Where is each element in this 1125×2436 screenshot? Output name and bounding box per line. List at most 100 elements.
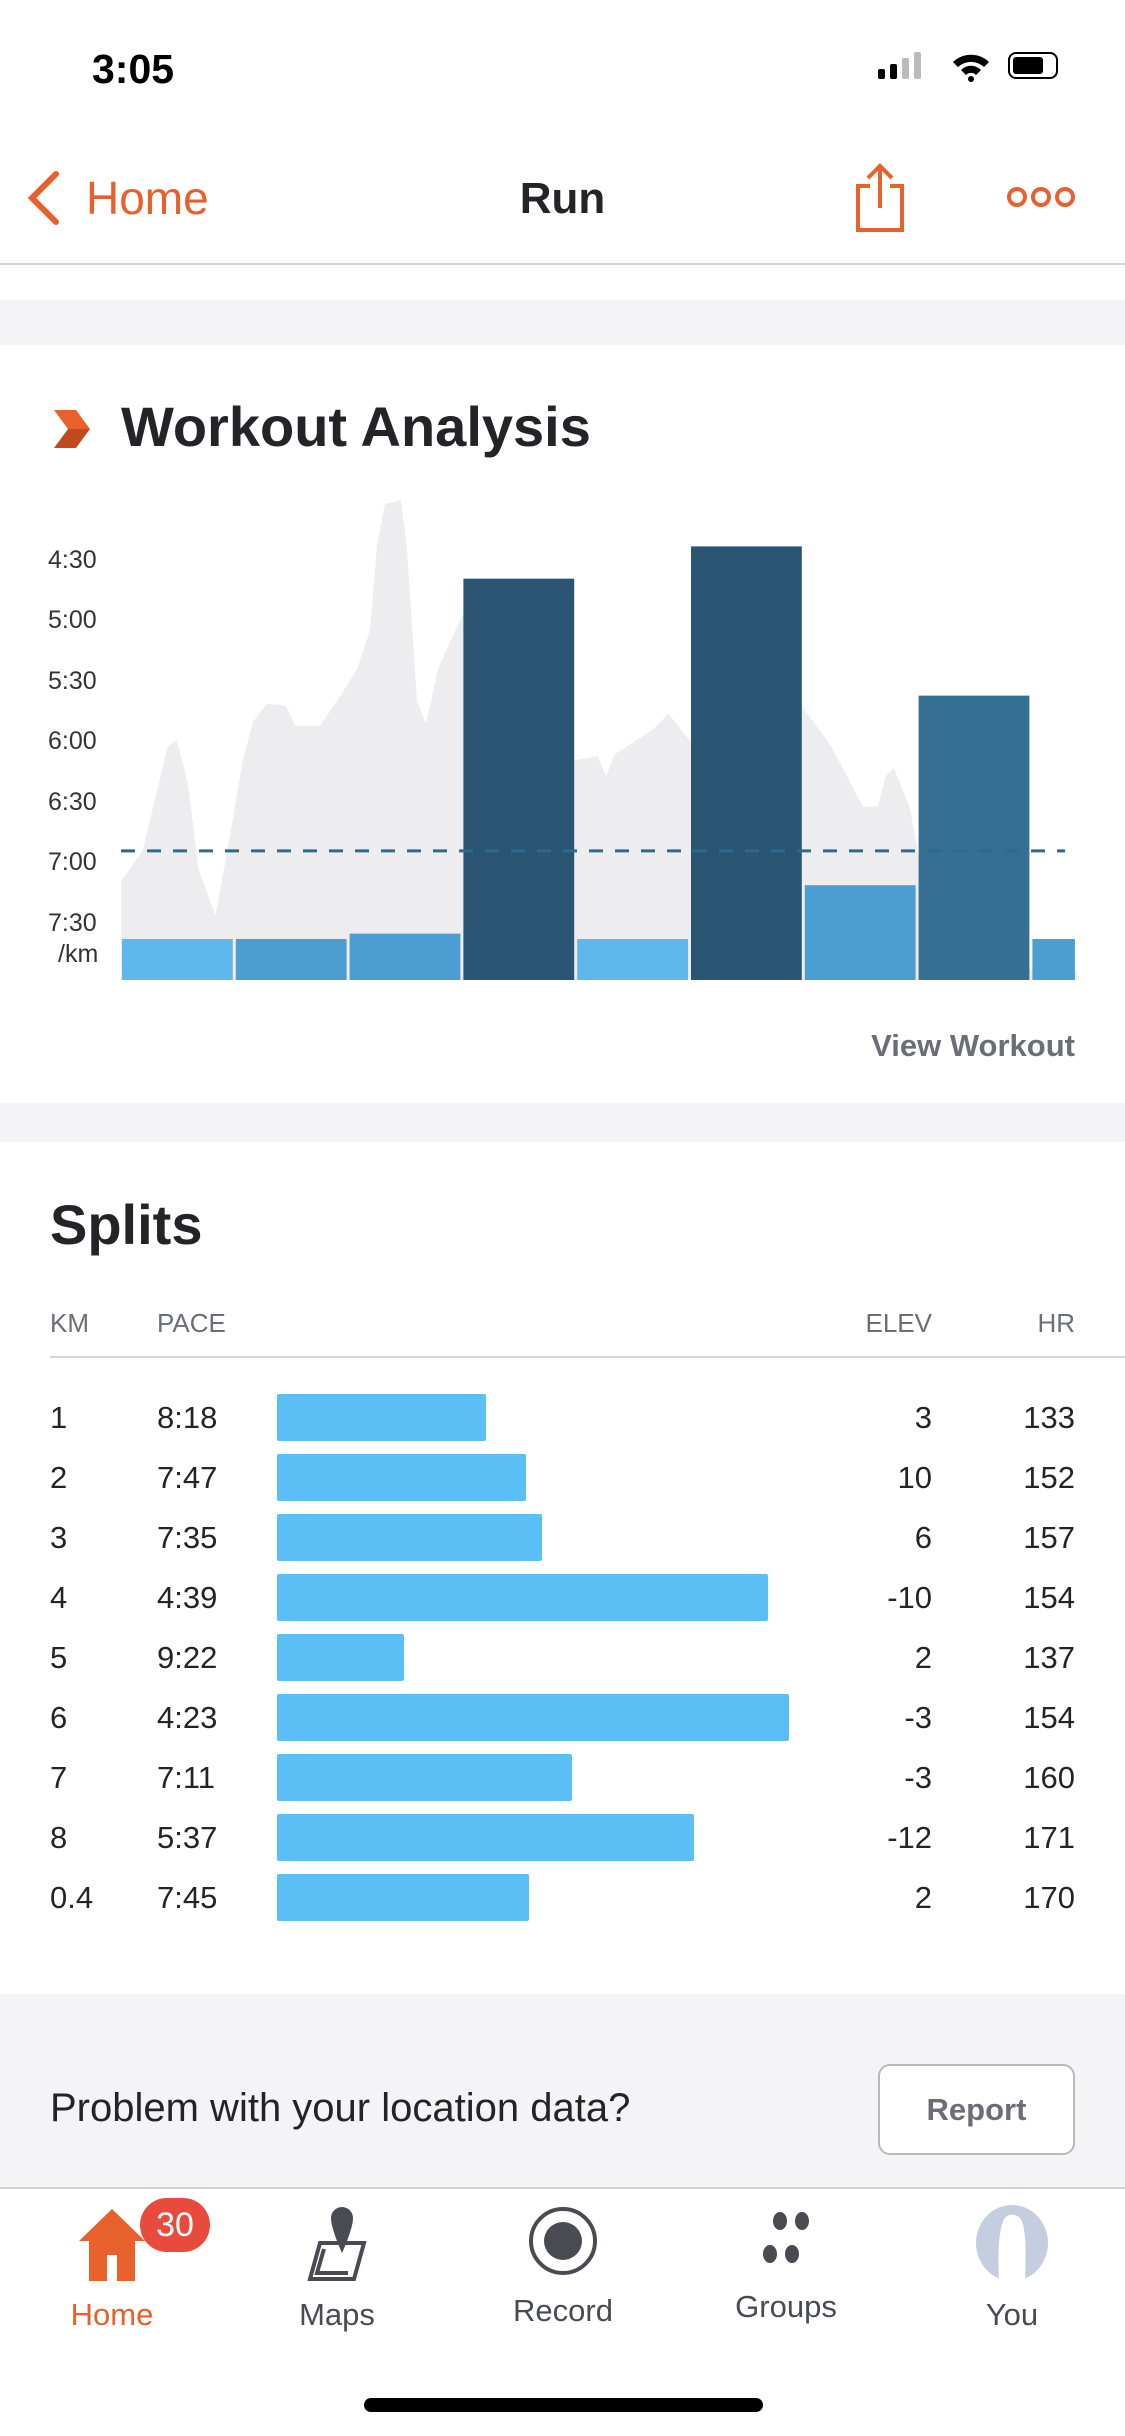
split-elev: -12 — [887, 1820, 932, 1855]
split-hr: 137 — [1023, 1640, 1075, 1675]
more-options-button[interactable] — [1005, 184, 1077, 210]
section-separator — [0, 300, 1125, 345]
back-button[interactable]: Home — [24, 168, 209, 228]
split-km: 6 — [50, 1700, 68, 1735]
split-pace: 8:18 — [157, 1400, 218, 1435]
split-pace: 5:37 — [157, 1820, 218, 1855]
split-elev: 10 — [897, 1460, 932, 1495]
tab-record[interactable]: Record — [463, 2195, 663, 2328]
split-hr: 160 — [1023, 1760, 1075, 1795]
split-km: 3 — [50, 1520, 68, 1555]
split-pace-bar — [277, 1814, 694, 1861]
split-bar-6 — [691, 546, 802, 980]
split-bar-1 — [122, 939, 233, 980]
split-bar-5 — [577, 939, 688, 980]
y-tick-label: 6:00 — [48, 727, 97, 756]
wifi-icon — [953, 54, 989, 82]
split-elev: 3 — [914, 1400, 932, 1435]
split-elev: 2 — [914, 1640, 932, 1675]
groups-icon — [763, 2212, 809, 2263]
split-elev: -3 — [904, 1700, 932, 1735]
chevron-left-icon — [27, 171, 59, 225]
split-pace-bar — [277, 1634, 404, 1681]
y-tick-label: 5:30 — [48, 666, 97, 695]
split-bar-9 — [1032, 939, 1075, 980]
y-tick-label: 6:30 — [48, 787, 97, 816]
tab-label: You — [985, 2297, 1039, 2332]
section-separator — [0, 1103, 1125, 1142]
tab-label: Home — [70, 2297, 154, 2332]
splits-header-divider — [50, 1356, 1125, 1358]
split-pace-bar — [277, 1874, 529, 1921]
split-hr: 152 — [1023, 1460, 1075, 1495]
y-tick-label: 7:30 — [48, 908, 97, 937]
header-hr: HR — [1037, 1308, 1075, 1338]
tab-label: Record — [513, 2293, 613, 2328]
splits-title: Splits — [50, 1193, 203, 1256]
back-label: Home — [86, 172, 209, 224]
header-pace: PACE — [157, 1308, 226, 1338]
workout-analysis-title: Workout Analysis — [121, 395, 591, 458]
split-km: 8 — [50, 1820, 68, 1855]
tab-label: Maps — [299, 2297, 375, 2332]
tab-you[interactable]: You — [912, 2195, 1112, 2332]
tab-maps[interactable]: Maps — [237, 2195, 437, 2332]
tab-groups[interactable]: Groups — [686, 2195, 886, 2325]
split-hr: 171 — [1023, 1820, 1075, 1855]
split-bar-8 — [918, 695, 1030, 980]
notification-badge: 30 — [140, 2198, 210, 2252]
split-km: 0.4 — [50, 1880, 94, 1915]
pace-profile-area — [121, 500, 1077, 980]
split-pace: 7:35 — [157, 1520, 218, 1555]
split-bar-3 — [349, 933, 461, 980]
split-pace: 4:23 — [157, 1700, 218, 1735]
split-km: 4 — [50, 1580, 68, 1615]
maps-icon — [307, 2207, 367, 2281]
split-elev: 2 — [914, 1880, 932, 1915]
record-icon — [529, 2207, 597, 2275]
tab-home[interactable]: Home — [12, 2195, 212, 2332]
workout-analysis-icon — [54, 410, 90, 448]
y-tick-label: 4:30 — [48, 545, 97, 574]
share-button[interactable] — [852, 160, 908, 235]
split-pace-bar — [277, 1574, 769, 1621]
header-elev: ELEV — [865, 1308, 933, 1338]
split-elev: -10 — [887, 1580, 932, 1615]
split-pace: 4:39 — [157, 1580, 218, 1615]
split-pace: 7:11 — [157, 1760, 216, 1795]
split-pace: 7:45 — [157, 1880, 218, 1915]
avatar-icon — [976, 2205, 1048, 2281]
header-km: KM — [50, 1308, 89, 1338]
y-axis-unit-label: /km — [58, 940, 99, 968]
split-pace-bar — [277, 1694, 789, 1741]
split-bar-4 — [463, 578, 575, 980]
split-pace-bar — [277, 1754, 573, 1801]
battery-icon — [1008, 52, 1058, 79]
workout-analysis-chart[interactable] — [0, 0, 1125, 1100]
home-icon — [79, 2209, 145, 2281]
view-workout-link[interactable]: View Workout — [871, 1028, 1075, 1063]
split-hr: 154 — [1023, 1700, 1075, 1735]
report-button[interactable]: Report — [878, 2064, 1075, 2155]
navigation-bar — [0, 150, 1125, 265]
split-elev: 6 — [914, 1520, 932, 1555]
split-bar-7 — [804, 885, 916, 980]
split-bar-2 — [235, 939, 347, 980]
tab-label: Groups — [735, 2289, 837, 2324]
y-tick-label: 7:00 — [48, 848, 97, 877]
split-km: 5 — [50, 1640, 68, 1675]
split-hr: 170 — [1023, 1880, 1075, 1915]
split-pace-bar — [277, 1514, 542, 1561]
split-pace-bar — [277, 1454, 527, 1501]
location-problem-text: Problem with your location data? — [50, 2086, 631, 2130]
split-km: 1 — [50, 1400, 68, 1435]
split-km: 2 — [50, 1460, 68, 1495]
split-pace: 7:47 — [157, 1460, 218, 1495]
split-elev: -3 — [904, 1760, 932, 1795]
split-pace: 9:22 — [157, 1640, 218, 1675]
split-hr: 157 — [1023, 1520, 1075, 1555]
y-tick-label: 5:00 — [48, 606, 97, 634]
home-indicator — [364, 2398, 763, 2412]
page-title: Run — [519, 174, 606, 223]
split-km: 7 — [50, 1760, 68, 1795]
